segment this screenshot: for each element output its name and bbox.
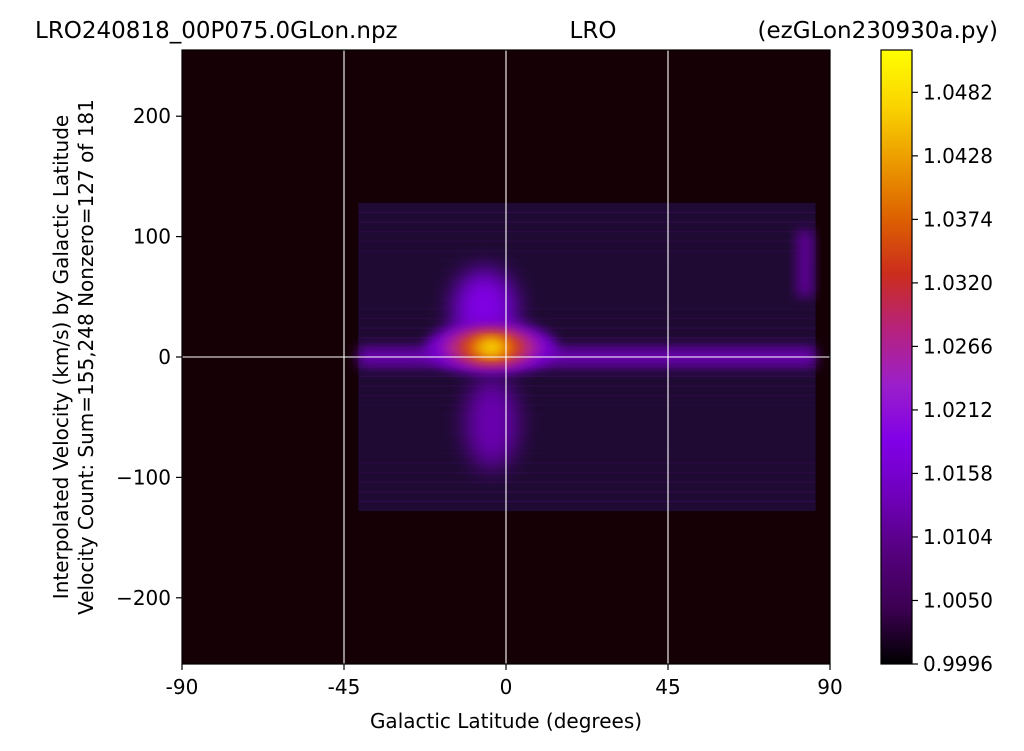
x-axis-label: Galactic Latitude (degrees) [370,709,642,733]
colorbar-ticks: 1.0482 1.0428 1.0374 1.0320 1.0266 1.0212 1.01… [912,80,993,676]
x-tick-label: -45 [328,675,361,699]
colorbar [880,49,913,665]
lower-lobe [465,377,518,470]
colorbar-tick-label: 1.0482 [923,80,993,104]
x-axis-ticks: -90 -45 0 45 90 [166,664,843,699]
y-tick-label: 100 [133,225,171,249]
y-tick-label: −200 [116,586,171,610]
colorbar-tick-label: 1.0320 [923,271,993,295]
x-tick-label: 90 [817,675,842,699]
y-tick-label: −100 [116,465,171,489]
y-axis-label-line1: Interpolated Velocity (km/s) by Galactic… [49,115,73,599]
x-tick-label: -90 [166,675,199,699]
y-axis-label-line2: Velocity Count: Sum=155,248 Nonzero=127 … [74,99,98,615]
y-tick-label: 200 [133,104,171,128]
plot-area [182,50,830,664]
colorbar-tick-label: 1.0212 [923,398,993,422]
y-tick-label: 0 [158,345,171,369]
colorbar-tick-label: 1.0050 [923,588,993,612]
core-layer-4 [480,340,503,355]
colorbar-tick-label: 1.0158 [923,461,993,485]
y-axis-ticks: 200 100 0 −100 −200 [116,104,182,610]
colorbar-tick-label: 1.0266 [923,334,993,358]
title-left: LRO240818_00P075.0GLon.npz [35,18,398,44]
title-center: LRO [570,18,617,44]
edge-strip [796,230,813,297]
colorbar-tick-label: 0.9996 [923,652,993,676]
x-tick-label: 45 [655,675,680,699]
grid-lines [182,50,830,664]
title-right: (ezGLon230930a.py) [758,18,998,44]
x-tick-label: 0 [500,675,513,699]
colorbar-tick-label: 1.0104 [923,525,993,549]
colorbar-tick-label: 1.0428 [923,144,993,168]
colorbar-tick-label: 1.0374 [923,207,993,231]
